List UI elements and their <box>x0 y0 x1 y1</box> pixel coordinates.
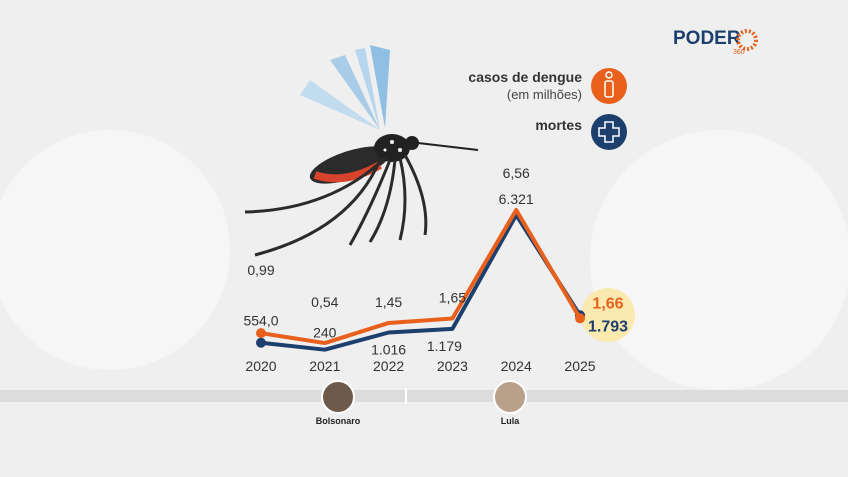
value-label: 0,99 <box>247 262 274 278</box>
x-tick-label: 2021 <box>309 358 340 374</box>
legend-icon <box>591 114 627 150</box>
x-tick-label: 2022 <box>373 358 404 374</box>
brand-logo <box>736 29 758 51</box>
timeline-label: Lula <box>501 416 520 426</box>
endpoint <box>256 337 266 348</box>
value-label: 240 <box>313 325 337 341</box>
value-label: 0,54 <box>311 294 338 310</box>
endpoint <box>256 328 266 339</box>
timeline-label: Bolsonaro <box>316 416 361 426</box>
x-tick-label: 2024 <box>501 358 532 374</box>
legend-label: mortes <box>535 117 582 133</box>
brand-sub: 360 <box>733 49 745 56</box>
value-label: 1,65 <box>439 290 466 306</box>
legend-icon <box>591 68 627 104</box>
highlight <box>581 288 635 342</box>
value-label: 1.793 <box>588 318 628 335</box>
person-icon <box>604 71 614 98</box>
value-label: 1,45 <box>375 294 402 310</box>
value-label: 6,56 <box>503 165 530 181</box>
timeline-bar <box>0 390 848 402</box>
avatar <box>493 380 527 414</box>
avatar <box>321 380 355 414</box>
background-shapes <box>0 130 848 390</box>
endpoint <box>575 313 585 324</box>
mosquito-illustration <box>244 45 479 257</box>
value-label: 6.321 <box>499 191 534 207</box>
x-tick-label: 2023 <box>437 358 468 374</box>
x-tick-label: 2025 <box>564 358 595 374</box>
legend-label: casos de dengue <box>468 69 582 85</box>
brand-name: PODER <box>673 28 741 49</box>
value-label: 554,0 <box>243 313 278 329</box>
series-line <box>260 208 582 346</box>
value-label: 1.016 <box>371 341 406 357</box>
legend-label: (em milhões) <box>507 87 582 102</box>
x-tick-label: 2020 <box>245 358 276 374</box>
cross-icon <box>598 121 620 143</box>
value-label: 1.179 <box>427 338 462 354</box>
value-label: 1,66 <box>592 295 623 312</box>
